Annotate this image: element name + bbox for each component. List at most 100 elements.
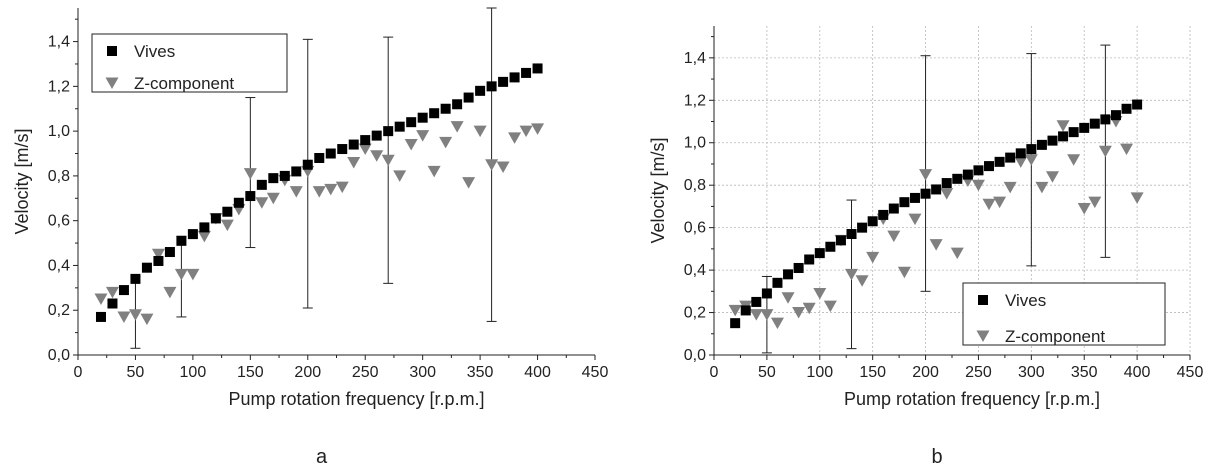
panel-label: a bbox=[316, 446, 328, 468]
x-tick-label: 300 bbox=[1018, 364, 1045, 381]
vives-point bbox=[429, 108, 440, 119]
z-component-point bbox=[971, 179, 985, 192]
vives-point bbox=[256, 179, 267, 190]
vives-point bbox=[406, 117, 417, 128]
x-tick-label: 100 bbox=[806, 364, 833, 381]
z-component-point bbox=[781, 292, 795, 304]
z-component-point bbox=[163, 286, 177, 299]
z-component-point bbox=[908, 213, 922, 226]
z-component-point bbox=[760, 309, 774, 321]
vives-point bbox=[772, 277, 783, 288]
vives-point bbox=[118, 285, 129, 296]
vives-point bbox=[187, 229, 198, 240]
z-component-point bbox=[1067, 154, 1081, 166]
vives-point bbox=[1100, 114, 1111, 125]
y-tick-label: 1,4 bbox=[48, 34, 70, 51]
z-component-point bbox=[792, 307, 806, 319]
vives-point bbox=[521, 67, 532, 78]
x-tick-label: 250 bbox=[965, 364, 992, 381]
vives-point bbox=[371, 130, 382, 141]
z-component-point bbox=[427, 165, 441, 178]
z-component-point bbox=[728, 304, 742, 317]
vives-point bbox=[857, 222, 868, 233]
vives-point bbox=[153, 255, 164, 266]
y-tick-label: 0,0 bbox=[684, 347, 706, 364]
z-component-point bbox=[462, 177, 476, 189]
z-component-point bbox=[450, 121, 464, 133]
z-component-point bbox=[770, 317, 784, 330]
vives-point bbox=[279, 170, 290, 181]
z-component-point bbox=[393, 170, 407, 182]
vives-point bbox=[291, 166, 302, 177]
z-component-point bbox=[1003, 181, 1017, 194]
z-component-point bbox=[940, 188, 954, 200]
z-component-point bbox=[312, 186, 326, 198]
z-component-point bbox=[335, 181, 349, 194]
x-tick-label: 250 bbox=[352, 364, 379, 381]
series-z-component bbox=[94, 121, 545, 326]
z-component-point bbox=[993, 196, 1007, 209]
legend-box bbox=[962, 282, 1166, 346]
x-tick-label: 150 bbox=[859, 364, 886, 381]
z-component-point bbox=[197, 230, 211, 243]
vives-point bbox=[730, 318, 741, 329]
vives-point bbox=[909, 192, 920, 203]
vives-point bbox=[268, 173, 279, 184]
z-component-point bbox=[266, 192, 280, 205]
z-component-point bbox=[151, 248, 165, 261]
legend-label: Vives bbox=[1005, 291, 1046, 310]
vives-point bbox=[245, 191, 256, 202]
vives-point bbox=[130, 273, 141, 284]
z-component-point bbox=[1130, 192, 1144, 204]
vives-point bbox=[164, 247, 175, 258]
y-tick-label: 1,0 bbox=[684, 135, 706, 152]
y-tick-label: 0,2 bbox=[684, 305, 706, 322]
x-tick-label: 0 bbox=[74, 364, 83, 381]
legend-marker-z-component bbox=[105, 77, 119, 89]
vives-point bbox=[199, 222, 210, 233]
z-component-point bbox=[485, 159, 499, 171]
vives-point bbox=[952, 173, 963, 184]
z-component-point bbox=[1098, 145, 1112, 158]
legend: Vives Z-component bbox=[91, 33, 288, 93]
z-component-point bbox=[404, 139, 418, 151]
vives-point bbox=[740, 305, 751, 316]
x-tick-label: 450 bbox=[582, 364, 609, 381]
vives-point bbox=[141, 262, 152, 273]
z-component-point bbox=[950, 247, 964, 260]
z-component-point bbox=[105, 286, 119, 299]
z-component-point bbox=[1088, 196, 1102, 209]
y-tick-label: 1,0 bbox=[48, 123, 70, 140]
vives-point bbox=[1026, 144, 1037, 155]
vives-point bbox=[394, 121, 405, 132]
panel-label: b bbox=[931, 446, 942, 468]
vives-point bbox=[314, 152, 325, 163]
z-component-point bbox=[802, 302, 816, 315]
z-component-point bbox=[496, 161, 510, 173]
vives-point bbox=[941, 178, 952, 189]
x-tick-label: 200 bbox=[294, 364, 321, 381]
vives-point bbox=[107, 298, 118, 309]
z-component-point bbox=[519, 125, 533, 138]
z-component-point bbox=[929, 239, 943, 251]
vives-point bbox=[835, 235, 846, 246]
z-component-point bbox=[1035, 181, 1049, 194]
y-tick-label: 0,8 bbox=[48, 168, 70, 185]
y-tick-label: 0,8 bbox=[684, 177, 706, 194]
vives-point bbox=[233, 197, 244, 208]
vives-point bbox=[452, 99, 463, 110]
x-tick-label: 400 bbox=[1124, 364, 1151, 381]
series-vives bbox=[730, 99, 1143, 329]
x-tick-label: 350 bbox=[467, 364, 494, 381]
vives-point bbox=[532, 63, 543, 74]
z-component-point bbox=[358, 143, 372, 156]
vives-point bbox=[498, 76, 509, 87]
vives-point bbox=[1058, 131, 1069, 142]
z-component-point bbox=[220, 219, 234, 232]
vives-point bbox=[1015, 148, 1026, 159]
y-tick-label: 0,4 bbox=[48, 257, 70, 274]
vives-point bbox=[783, 269, 794, 280]
z-component-point bbox=[140, 313, 154, 326]
z-component-point bbox=[982, 198, 996, 211]
